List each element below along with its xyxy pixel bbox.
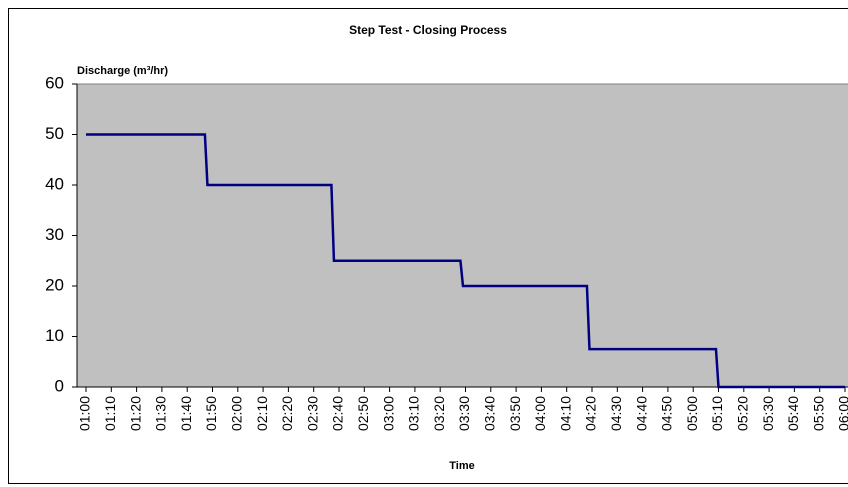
x-tick-label: 03:20: [431, 396, 447, 431]
x-tick-label: 01:40: [178, 396, 194, 431]
x-tick-label: 05:10: [709, 396, 725, 431]
x-tick-label: 03:10: [406, 396, 422, 431]
data-line: [86, 133, 845, 389]
x-axis-title: Time: [449, 460, 474, 472]
y-tick-label: 60: [45, 73, 64, 92]
x-tick-label: 04:10: [557, 396, 573, 431]
x-tick-label: 03:40: [482, 396, 498, 431]
y-axis-title: Discharge (m³/hr): [77, 65, 168, 77]
x-tick-label: 02:40: [330, 396, 346, 431]
y-tick-label: 30: [45, 225, 64, 244]
x-tick-label: 04:40: [633, 396, 649, 431]
x-tick-label: 06:00: [836, 396, 848, 431]
x-tick-label: 02:50: [355, 396, 371, 431]
y-tick-label: 20: [45, 275, 64, 294]
x-tick-label: 03:30: [456, 396, 472, 431]
x-tick-label: 01:50: [203, 396, 219, 431]
x-tick-label: 05:40: [785, 396, 801, 431]
x-tick-label: 01:20: [127, 396, 143, 431]
x-tick-label: 05:20: [735, 396, 751, 431]
x-tick-label: 05:00: [684, 396, 700, 431]
x-tick-label: 02:20: [279, 396, 295, 431]
chart-title: Step Test - Closing Process: [349, 23, 507, 37]
y-tick-label: 0: [55, 376, 64, 395]
x-tick-label: 02:30: [304, 396, 320, 431]
x-tick-label: 05:50: [810, 396, 826, 431]
x-tick-label: 04:20: [583, 396, 599, 431]
x-tick-label: 05:30: [760, 396, 776, 431]
x-tick-label: 01:10: [102, 396, 118, 431]
plot-area: [76, 83, 848, 388]
x-tick-label: 02:10: [254, 396, 270, 431]
x-tick-label: 04:00: [532, 396, 548, 431]
x-tick-label: 01:30: [153, 396, 169, 431]
x-tick-label: 04:50: [659, 396, 675, 431]
x-tick-label: 01:00: [77, 396, 93, 431]
y-tick-label: 40: [45, 174, 64, 193]
y-tick-label: 10: [45, 326, 64, 345]
x-tick-label: 04:30: [608, 396, 624, 431]
y-tick-label: 50: [45, 124, 64, 143]
x-tick-label: 02:00: [229, 396, 245, 431]
x-tick-label: 03:00: [380, 396, 396, 431]
x-tick-label: 03:50: [507, 396, 523, 431]
